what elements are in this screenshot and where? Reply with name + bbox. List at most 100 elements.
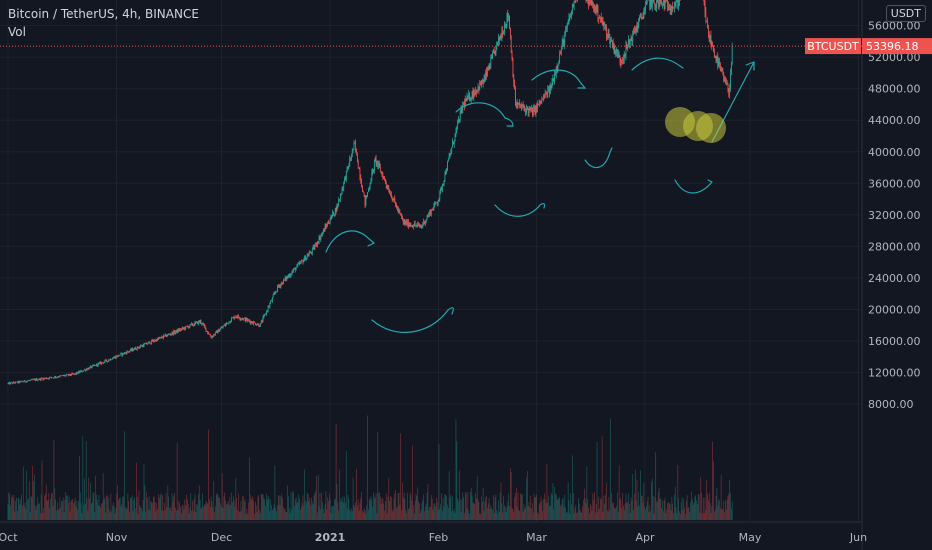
volume-bar [367, 415, 368, 520]
candle-body [664, 0, 666, 9]
currency-label[interactable]: USDT [885, 5, 926, 22]
volume-bar [412, 445, 413, 520]
candle-body [265, 314, 266, 315]
candle-body [51, 376, 52, 378]
volume-bar [368, 509, 369, 520]
volume-bar [471, 495, 473, 520]
volume-bar [321, 492, 322, 520]
candle-body [630, 38, 632, 41]
volume-bar [115, 507, 117, 520]
candle-body [356, 149, 357, 153]
x-tick-label: Feb [429, 531, 448, 544]
volume-bar [113, 506, 115, 520]
candle-body [368, 189, 369, 193]
candle-body [182, 327, 184, 329]
candle-body [674, 5, 676, 7]
volume-bar [331, 506, 333, 520]
volume-bar [164, 502, 165, 520]
volume-bar [564, 494, 566, 520]
candle-body [459, 112, 461, 122]
candle-body [79, 371, 81, 373]
candle-body [374, 161, 375, 171]
volume-bar [348, 498, 350, 520]
candle-body [192, 324, 194, 326]
volume-bar [330, 512, 332, 520]
candle-body [549, 86, 550, 94]
candle-body [220, 328, 221, 331]
candle-body [340, 193, 342, 195]
volume-indicator-label[interactable]: Vol [8, 25, 26, 39]
candle-body [147, 342, 149, 344]
candle-body [317, 242, 318, 246]
volume-bar [457, 498, 458, 520]
candle-body [49, 377, 50, 379]
volume-bar [100, 507, 101, 520]
candle-body [662, 2, 663, 4]
candle-body [545, 92, 547, 94]
volume-bar [306, 502, 307, 520]
volume-bar [396, 506, 398, 520]
volume-bar [599, 508, 600, 520]
candle-body [386, 185, 388, 188]
y-tick-label: 52000.00 [868, 51, 921, 64]
volume-bar [489, 509, 491, 520]
volume-bar [112, 505, 113, 520]
candle-body [290, 274, 292, 276]
candle-body [227, 322, 229, 324]
candle-body [353, 142, 355, 150]
volume-bar [373, 492, 374, 520]
volume-bar [340, 501, 341, 520]
chart-title[interactable]: Bitcoin / TetherUS, 4h, BINANCE [8, 7, 199, 21]
candle-body [39, 378, 40, 380]
volume-bar [104, 496, 106, 520]
candle-body [612, 41, 613, 47]
candle-body [718, 61, 719, 67]
candle-body [646, 0, 648, 4]
volume-bar [290, 492, 292, 520]
candle-body [72, 373, 73, 375]
candle-body [458, 120, 459, 122]
volume-bar [32, 466, 33, 520]
volume-bar [555, 493, 556, 520]
volume-bar [667, 502, 668, 520]
volume-bar [76, 500, 78, 520]
candle-body [315, 243, 317, 246]
volume-bar [378, 492, 379, 520]
candle-body [44, 378, 45, 379]
candle-body [207, 330, 209, 334]
candle-body [375, 158, 377, 164]
volume-bar [527, 471, 528, 520]
candle-body [170, 334, 172, 335]
volume-bar [672, 503, 674, 520]
volume-bar [508, 493, 509, 520]
candle-body [721, 70, 723, 72]
volume-bar [56, 510, 57, 520]
candle-body [477, 86, 479, 90]
candle-body [572, 5, 574, 8]
candle-body [549, 85, 551, 94]
candle-body [550, 85, 552, 89]
candle-body [729, 87, 730, 96]
volume-bar [487, 507, 488, 520]
candle-body [57, 376, 59, 378]
volume-bar [283, 507, 284, 520]
candle-body [532, 108, 533, 116]
volume-bar [540, 496, 542, 520]
candle-body [397, 207, 399, 212]
candle-body [605, 25, 606, 28]
axis-lines [0, 0, 863, 550]
candle-body [167, 334, 169, 336]
volume-bar [53, 440, 55, 520]
candle-body [52, 377, 54, 379]
volume-bar [72, 498, 73, 520]
volume-bar [655, 452, 657, 520]
candle-body [373, 169, 374, 171]
candle-body [391, 198, 393, 200]
volume-bar [640, 495, 642, 520]
volume-bar [30, 495, 32, 520]
annotation-stroke [455, 102, 514, 127]
volume-bar [707, 494, 708, 520]
candle-body [538, 103, 539, 105]
volume-bar [406, 513, 407, 520]
